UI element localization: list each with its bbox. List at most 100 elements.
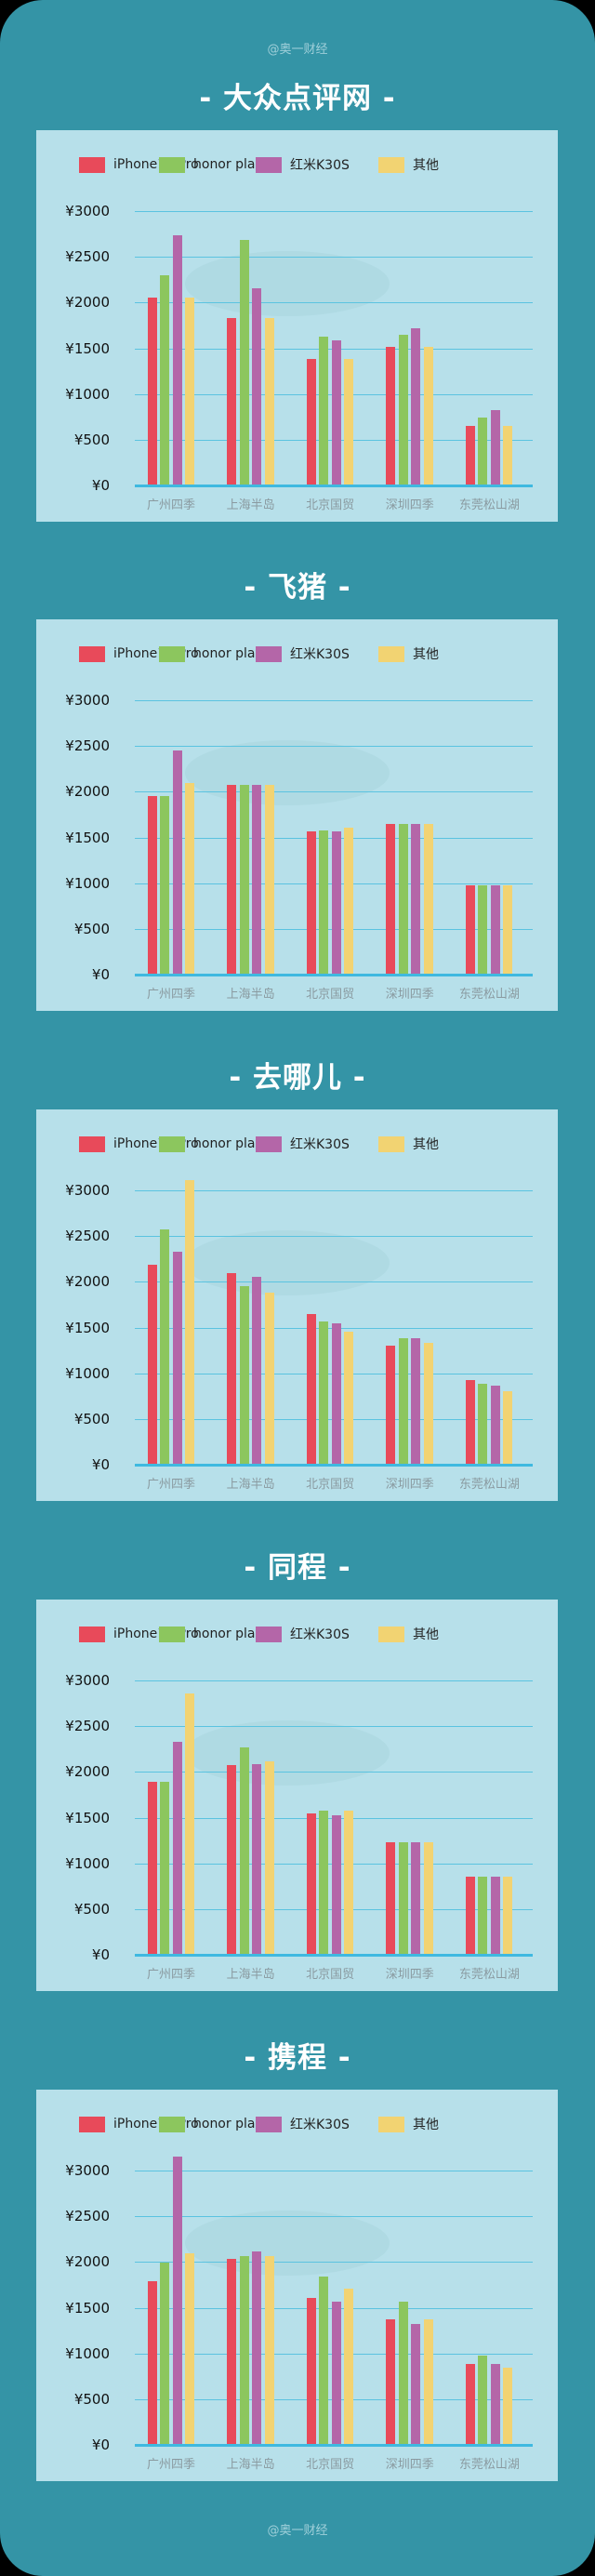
bar bbox=[411, 1841, 421, 1955]
bar bbox=[185, 782, 195, 975]
legend-label: 红米K30S bbox=[290, 158, 350, 173]
bar bbox=[478, 418, 488, 485]
x-tick-label: 北京国贸 bbox=[306, 988, 355, 1002]
bar bbox=[264, 784, 274, 975]
y-tick-label: ¥0 bbox=[91, 2437, 110, 2453]
legend-swatch-icon bbox=[79, 1135, 105, 1152]
chart-panel-ctrip: iPhone11 Pro honor play 红米K30S 其他 ¥0 ¥500 ¥100… bbox=[36, 2090, 558, 2481]
bar bbox=[252, 1276, 262, 1465]
legend-swatch-icon bbox=[79, 1626, 105, 1642]
legend-label: honor play bbox=[193, 646, 263, 661]
bar bbox=[239, 1747, 249, 1955]
y-tick-label: ¥0 bbox=[91, 1946, 110, 1963]
bar bbox=[423, 1343, 433, 1465]
legend-label: 其他 bbox=[413, 1627, 439, 1642]
bar bbox=[227, 2259, 237, 2445]
x-tick-label: 东莞松山湖 bbox=[458, 498, 520, 512]
chart-legend: iPhone11 Pro honor play 红米K30S 其他 bbox=[36, 155, 558, 174]
bar bbox=[386, 1345, 396, 1465]
y-tick-label: ¥3000 bbox=[65, 692, 110, 709]
section-title-ctrip: - 携程 - bbox=[244, 2041, 351, 2075]
legend-swatch-icon bbox=[256, 2116, 282, 2132]
legend-swatch-icon bbox=[79, 2116, 105, 2132]
x-tick-label: 广州四季 bbox=[146, 498, 195, 512]
bar bbox=[227, 784, 237, 975]
bar bbox=[147, 1265, 157, 1465]
x-tick-label: 上海半岛 bbox=[226, 498, 275, 512]
x-tick-label: 深圳四季 bbox=[385, 988, 434, 1002]
legend-swatch-icon bbox=[256, 645, 282, 662]
bar bbox=[252, 287, 262, 485]
legend-swatch-icon bbox=[378, 156, 404, 173]
bar bbox=[147, 298, 157, 485]
bar bbox=[147, 2280, 157, 2445]
bar-plot: ¥0 ¥500 ¥1000 ¥1500 ¥2000 ¥2500 ¥3000 广州四季 上海半岛 北… bbox=[36, 130, 558, 522]
bar bbox=[386, 1841, 396, 1955]
bar bbox=[172, 1252, 182, 1465]
bar bbox=[423, 1841, 433, 1955]
x-tick-label: 广州四季 bbox=[146, 1968, 195, 1982]
x-tick-label: 上海半岛 bbox=[226, 1478, 275, 1492]
y-tick-label: ¥500 bbox=[73, 1410, 110, 1427]
legend-swatch-icon bbox=[256, 1626, 282, 1642]
x-tick-label: 深圳四季 bbox=[385, 1968, 434, 1982]
bar bbox=[252, 1763, 262, 1955]
bar bbox=[331, 830, 341, 975]
bar bbox=[227, 318, 237, 485]
bar bbox=[398, 334, 408, 485]
bar bbox=[490, 1877, 500, 1955]
gridline bbox=[135, 257, 533, 259]
legend-label: 红米K30S bbox=[290, 2118, 350, 2132]
legend-label: honor play bbox=[193, 1136, 263, 1151]
bar bbox=[503, 426, 513, 485]
bar bbox=[465, 426, 475, 485]
legend-swatch-icon bbox=[79, 645, 105, 662]
y-tick-label: ¥1500 bbox=[65, 1319, 110, 1336]
bar bbox=[331, 1323, 341, 1465]
bar bbox=[239, 1286, 249, 1465]
x-tick-label: 北京国贸 bbox=[306, 2458, 355, 2472]
y-tick-label: ¥3000 bbox=[65, 1182, 110, 1199]
bar bbox=[185, 298, 195, 485]
y-tick-label: ¥2500 bbox=[65, 1718, 110, 1735]
bar bbox=[503, 1877, 513, 1955]
bar bbox=[411, 1337, 421, 1465]
y-tick-label: ¥500 bbox=[73, 2390, 110, 2408]
legend-label: 其他 bbox=[413, 158, 439, 173]
bar bbox=[465, 2363, 475, 2445]
bar bbox=[398, 2302, 408, 2445]
bar bbox=[490, 410, 500, 485]
bar bbox=[227, 1764, 237, 1955]
watermark-top: @奥一财经 bbox=[267, 43, 328, 57]
legend-swatch-icon bbox=[378, 2116, 404, 2132]
gridline bbox=[135, 700, 533, 701]
bar bbox=[478, 2355, 488, 2445]
chart-legend: iPhone11 Pro honor play 红米K30S 其他 bbox=[36, 644, 558, 663]
y-tick-label: ¥1000 bbox=[65, 385, 110, 403]
gridline bbox=[135, 302, 533, 304]
y-tick-label: ¥1000 bbox=[65, 1364, 110, 1382]
bar bbox=[172, 234, 182, 485]
y-tick-label: ¥1000 bbox=[65, 1854, 110, 1872]
bar bbox=[503, 2367, 513, 2445]
bar bbox=[306, 1812, 316, 1955]
y-tick-label: ¥2000 bbox=[65, 1273, 110, 1291]
y-tick-label: ¥1000 bbox=[65, 874, 110, 892]
bar bbox=[160, 795, 170, 975]
bar-plot: ¥0 ¥500 ¥1000 ¥1500 ¥2000 ¥2500 ¥3000 广州四季 上海半岛 北… bbox=[36, 1109, 558, 1501]
bar bbox=[319, 1810, 329, 1955]
x-axis-baseline bbox=[135, 2444, 533, 2447]
legend-swatch-icon bbox=[378, 645, 404, 662]
legend-swatch-icon bbox=[378, 1135, 404, 1152]
y-tick-label: ¥1500 bbox=[65, 2299, 110, 2317]
bar bbox=[398, 823, 408, 975]
bar bbox=[344, 359, 354, 485]
legend-label: honor play bbox=[193, 2117, 263, 2131]
legend-label: 其他 bbox=[413, 647, 439, 662]
chart-legend: iPhone11 Pro honor play 红米K30S 其他 bbox=[36, 1625, 558, 1643]
bar bbox=[185, 1179, 195, 1465]
bar bbox=[239, 240, 249, 485]
bar bbox=[386, 823, 396, 975]
x-tick-label: 东莞松山湖 bbox=[458, 988, 520, 1002]
